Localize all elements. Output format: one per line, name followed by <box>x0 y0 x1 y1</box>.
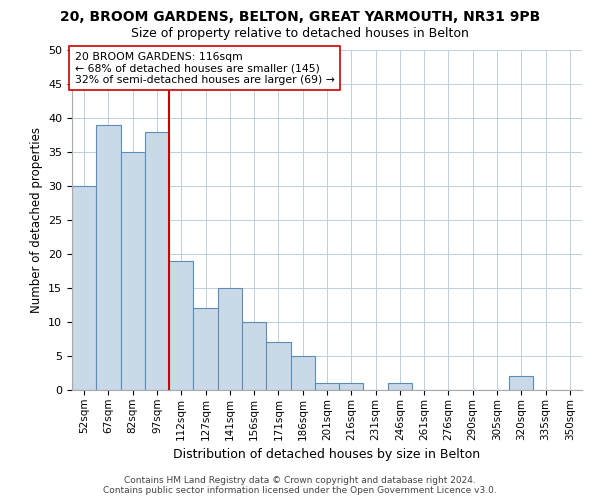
Y-axis label: Number of detached properties: Number of detached properties <box>29 127 43 313</box>
Text: 20, BROOM GARDENS, BELTON, GREAT YARMOUTH, NR31 9PB: 20, BROOM GARDENS, BELTON, GREAT YARMOUT… <box>60 10 540 24</box>
Bar <box>388 383 412 390</box>
Text: Size of property relative to detached houses in Belton: Size of property relative to detached ho… <box>131 28 469 40</box>
Bar <box>72 186 96 390</box>
Text: 20 BROOM GARDENS: 116sqm
← 68% of detached houses are smaller (145)
32% of semi-: 20 BROOM GARDENS: 116sqm ← 68% of detach… <box>74 52 334 85</box>
Bar <box>121 152 145 390</box>
Bar <box>145 132 169 390</box>
Bar <box>242 322 266 390</box>
Bar <box>96 125 121 390</box>
Bar <box>290 356 315 390</box>
Bar <box>193 308 218 390</box>
Bar <box>266 342 290 390</box>
Text: Contains HM Land Registry data © Crown copyright and database right 2024.
Contai: Contains HM Land Registry data © Crown c… <box>103 476 497 495</box>
Bar <box>218 288 242 390</box>
Bar <box>339 383 364 390</box>
Bar <box>315 383 339 390</box>
Bar <box>509 376 533 390</box>
X-axis label: Distribution of detached houses by size in Belton: Distribution of detached houses by size … <box>173 448 481 461</box>
Bar <box>169 261 193 390</box>
